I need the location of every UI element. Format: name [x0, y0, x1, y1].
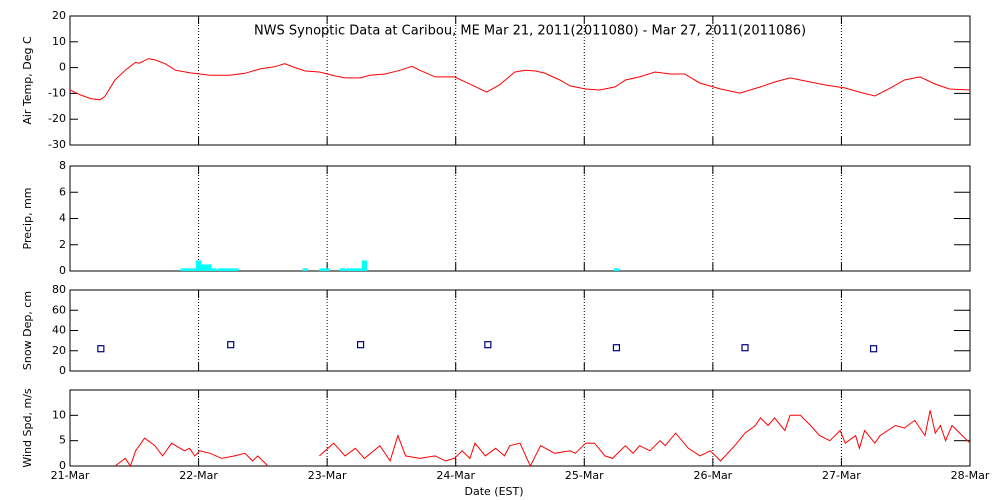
y-axis-label: Air Temp, Deg C — [21, 36, 34, 125]
y-tick-label: 10 — [52, 35, 66, 48]
chart-title: NWS Synoptic Data at Caribou, ME Mar 21,… — [254, 24, 806, 39]
bar — [217, 268, 224, 271]
x-axis-label: Date (EST) — [464, 485, 523, 498]
point — [741, 344, 749, 352]
x-tick-label: 25-Mar — [565, 469, 604, 482]
y-tick-label: 60 — [52, 303, 66, 316]
bar — [211, 268, 217, 271]
bar — [351, 268, 357, 271]
y-tick-label: 5 — [59, 434, 66, 447]
bar — [324, 268, 330, 271]
plot-frame — [69, 389, 971, 467]
y-tick-label: 20 — [52, 9, 66, 22]
y-tick-label: 0 — [59, 364, 66, 377]
y-tick-label: 40 — [52, 324, 66, 337]
y-axis-label: Wind Spd, m/s — [21, 388, 34, 468]
x-tick-label: 24-Mar — [436, 469, 475, 482]
plot-frame — [69, 165, 971, 272]
bar — [361, 260, 368, 271]
bar — [339, 268, 346, 271]
bar — [190, 268, 197, 271]
y-tick-label: 80 — [52, 283, 66, 296]
point — [356, 341, 365, 349]
data-line — [69, 58, 971, 101]
bar — [180, 268, 186, 271]
x-tick-label: 23-Mar — [308, 469, 347, 482]
y-tick-label: 10 — [52, 408, 66, 421]
y-tick-label: -20 — [48, 112, 66, 125]
bar — [233, 268, 239, 271]
bar — [613, 268, 620, 271]
point — [227, 341, 235, 349]
point — [612, 344, 621, 352]
point — [97, 345, 105, 353]
bar — [185, 268, 191, 271]
data-line — [114, 410, 971, 468]
point — [484, 341, 492, 349]
y-axis-label: Snow Dep, cm — [21, 291, 34, 370]
y-tick-label: -10 — [48, 86, 66, 99]
x-tick-label: 28-Mar — [951, 469, 990, 482]
bar — [228, 268, 234, 271]
bar — [356, 268, 362, 271]
y-axis-label: Precip, mm — [21, 188, 34, 250]
y-tick-label: 8 — [59, 159, 66, 172]
point — [869, 345, 878, 353]
y-tick-label: 4 — [59, 212, 66, 225]
bar — [201, 264, 207, 271]
bar — [206, 264, 212, 271]
x-tick-label: 26-Mar — [693, 469, 732, 482]
bar — [302, 268, 308, 271]
bar — [222, 268, 229, 271]
plot-frame — [69, 289, 971, 372]
y-tick-label: 0 — [59, 61, 66, 74]
y-tick-label: 2 — [59, 238, 66, 251]
x-tick-label: 21-Mar — [51, 469, 90, 482]
y-tick-label: 0 — [59, 459, 66, 472]
x-tick-label: 27-Mar — [822, 469, 861, 482]
bar — [346, 268, 352, 271]
bar — [195, 260, 202, 271]
y-tick-label: -30 — [48, 138, 66, 151]
y-tick-label: 20 — [52, 344, 66, 357]
y-tick-label: 0 — [59, 264, 66, 277]
plot-frame — [69, 15, 971, 146]
bar — [319, 268, 325, 271]
y-tick-label: 6 — [59, 185, 66, 198]
x-tick-label: 22-Mar — [179, 469, 218, 482]
